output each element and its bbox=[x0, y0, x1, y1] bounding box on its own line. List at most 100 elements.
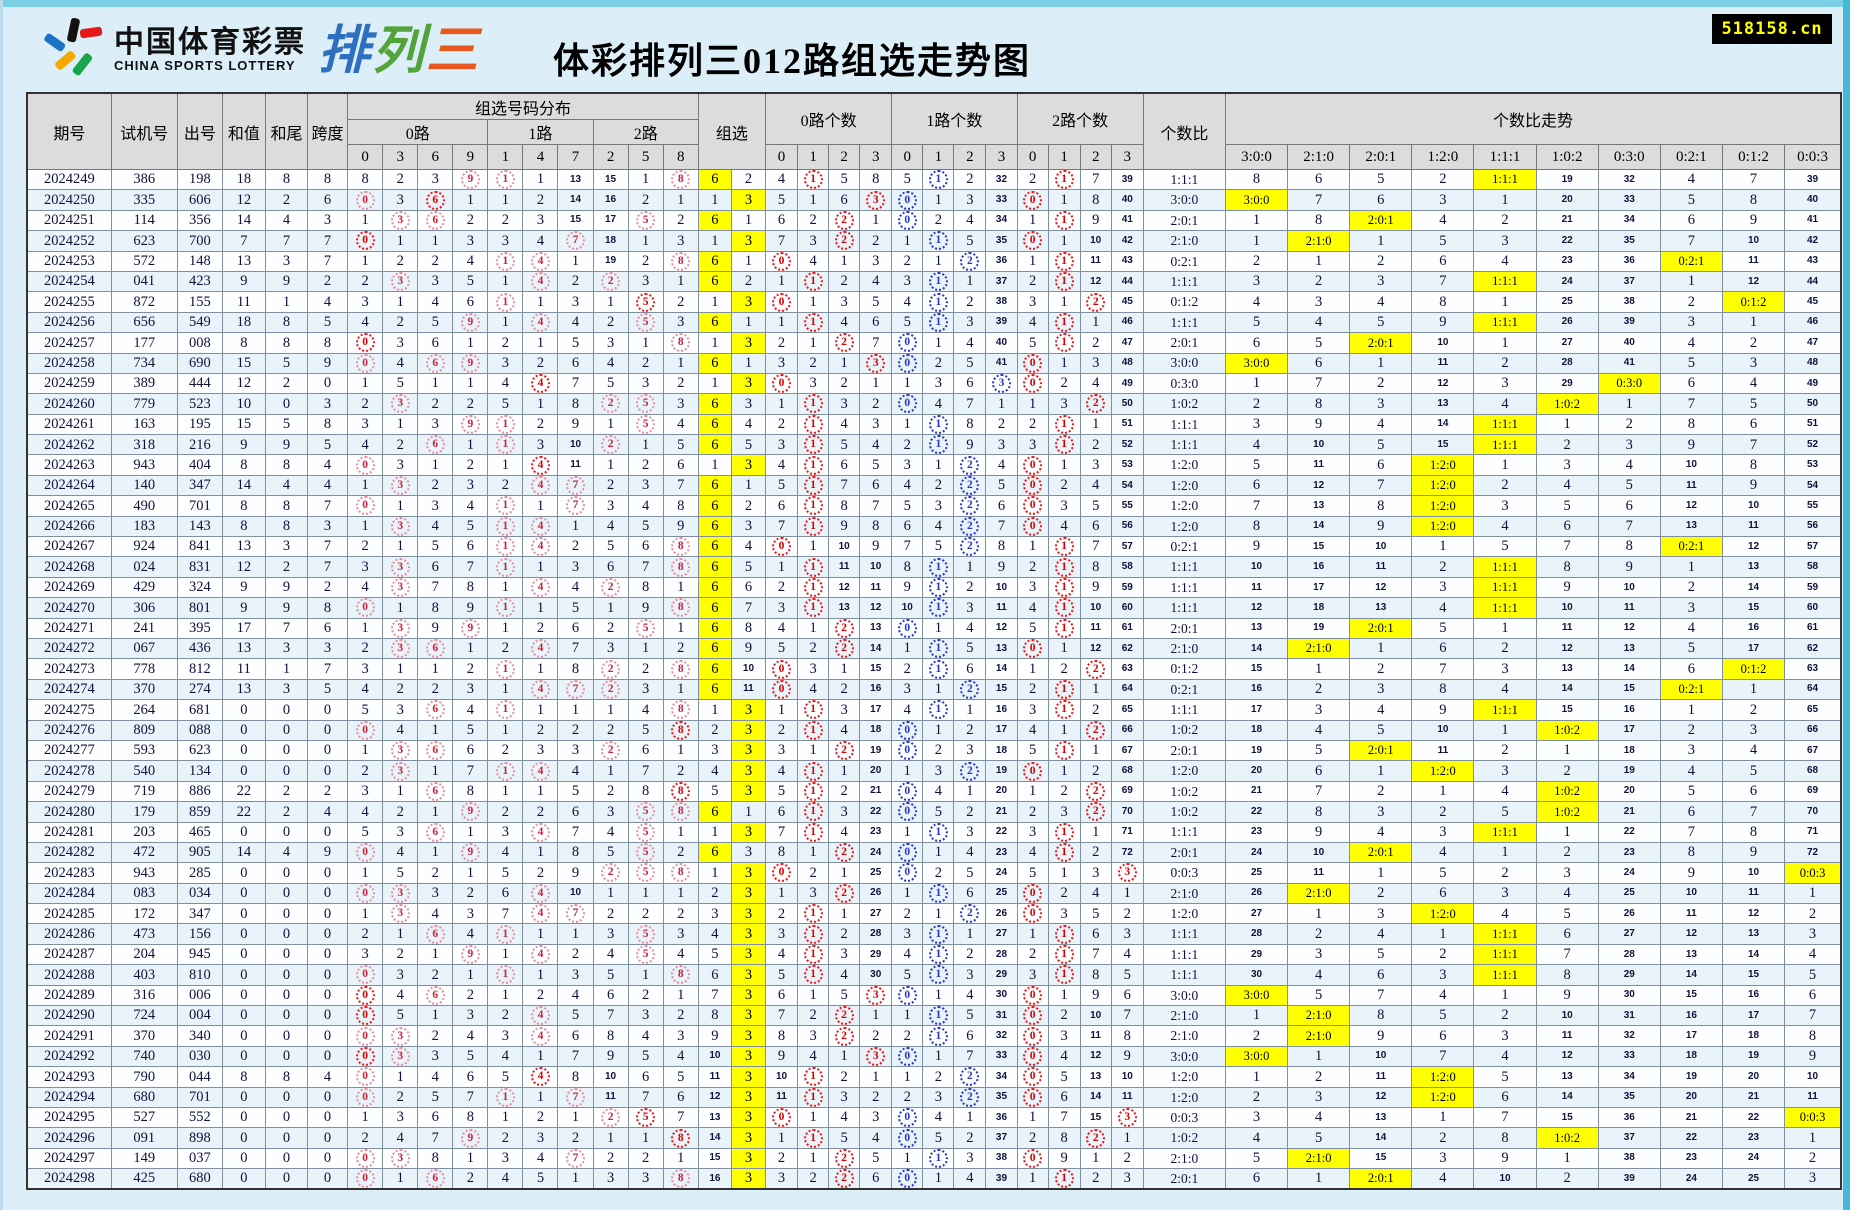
count0-cell: 2 bbox=[797, 209, 830, 232]
count1-cell: 4 bbox=[891, 699, 924, 721]
test-number-cell: 024 bbox=[110, 556, 178, 578]
trend-cell: 1 bbox=[1349, 230, 1413, 252]
sum-tail-cell: 0 bbox=[264, 943, 309, 966]
count1-cell: 0 bbox=[891, 1106, 924, 1129]
sum-cell: 0 bbox=[221, 1086, 266, 1108]
period-cell: 2024249 bbox=[26, 168, 112, 191]
zu3-cell: 3 bbox=[730, 454, 767, 476]
period-cell: 2024268 bbox=[26, 556, 112, 578]
ratio-cell: 2:1:0 bbox=[1142, 1025, 1226, 1047]
dist-cell: 1 bbox=[452, 821, 489, 843]
trend-cell: 1:1:1 bbox=[1473, 821, 1537, 843]
sum-tail-cell: 2 bbox=[264, 372, 309, 395]
dist-cell: 5 bbox=[627, 311, 664, 334]
period-cell: 2024288 bbox=[26, 964, 112, 986]
zu6-cell: 4 bbox=[697, 923, 732, 945]
count-group-header-0: 0路个数 bbox=[764, 92, 893, 145]
trend-cell: 27 bbox=[1224, 903, 1289, 925]
count2-cell: 61 bbox=[1110, 617, 1144, 639]
dist-cell: 1 bbox=[417, 230, 454, 252]
trend-cell: 1 bbox=[1411, 1106, 1475, 1129]
dist-cell: 5 bbox=[557, 597, 594, 619]
period-cell: 2024280 bbox=[26, 801, 112, 823]
count1-cell: 1 bbox=[985, 393, 1018, 415]
trend-cell: 5 bbox=[1473, 536, 1537, 558]
count1-cell: 1 bbox=[922, 332, 955, 354]
count1-cell: 1 bbox=[922, 291, 955, 313]
dist-cell: 9 bbox=[452, 943, 489, 966]
span-cell: 0 bbox=[307, 760, 349, 782]
dist-cell: 3 bbox=[627, 270, 664, 293]
count1-cell: 33 bbox=[985, 189, 1018, 211]
dist-cell: 1 bbox=[487, 515, 524, 538]
trend-cell: 2 bbox=[1473, 352, 1537, 374]
dist-cell: 2 bbox=[382, 168, 419, 191]
count2-cell: 9 bbox=[1079, 984, 1112, 1007]
dist-group-header-2: 2路 bbox=[592, 119, 699, 145]
table-row: 2024285 172 347 0 0 0 1 3 4 3 7 4 7 2 2 2 3 3 2 1 1 27 2 1 2 26 0 3… bbox=[26, 903, 1842, 925]
dist-cell: 6 bbox=[452, 1066, 489, 1088]
count2-cell: 2 bbox=[1079, 699, 1112, 721]
dist-digit-header: 2 bbox=[592, 144, 629, 170]
count1-cell: 0 bbox=[891, 739, 924, 762]
count1-cell: 1 bbox=[922, 1045, 955, 1068]
sum-tail-cell: 0 bbox=[264, 862, 309, 884]
count0-cell: 1 bbox=[797, 943, 830, 966]
count2-cell: 72 bbox=[1110, 841, 1144, 864]
zu3-cell: 3 bbox=[730, 760, 767, 782]
dist-cell: 1 bbox=[522, 597, 559, 619]
dist-cell: 5 bbox=[627, 291, 664, 313]
count2-cell: 1 bbox=[1047, 1168, 1081, 1190]
count0-cell: 5 bbox=[859, 454, 893, 476]
count2-cell: 60 bbox=[1110, 597, 1144, 619]
dist-cell: 5 bbox=[557, 332, 594, 354]
count2-cell: 1 bbox=[1047, 434, 1081, 456]
dist-cell: 2 bbox=[522, 413, 559, 436]
span-cell: 0 bbox=[307, 1086, 349, 1108]
trend-cell: 7 bbox=[1721, 801, 1786, 823]
count2-cell: 8 bbox=[1079, 964, 1112, 986]
trend-cell: 9 bbox=[1349, 1025, 1413, 1047]
span-cell: 0 bbox=[307, 1025, 349, 1047]
dist-cell: 4 bbox=[382, 984, 419, 1007]
zu3-cell: 3 bbox=[730, 984, 767, 1007]
test-number-cell: 490 bbox=[110, 495, 178, 517]
dist-cell: 2 bbox=[522, 189, 559, 211]
dist-cell: 1 bbox=[592, 882, 629, 905]
span-cell: 4 bbox=[307, 474, 349, 497]
trend-cell: 4 bbox=[1349, 821, 1413, 843]
trend-cell: 15 bbox=[1535, 1106, 1599, 1129]
table-row: 2024281 203 465 0 0 0 5 3 6 1 3 4 7 4 5 1 1 3 7 1 4 23 1 1 3 22 3 1… bbox=[26, 821, 1842, 843]
dist-cell: 9 bbox=[592, 1045, 629, 1068]
dist-cell: 3 bbox=[417, 270, 454, 293]
trend-cell: 10 bbox=[1287, 434, 1351, 456]
count1-cell: 26 bbox=[985, 903, 1018, 925]
count2-cell: 3 bbox=[1016, 821, 1049, 843]
dist-cell: 1 bbox=[592, 699, 629, 721]
col-header-5: 跨度 bbox=[307, 92, 349, 170]
dist-digit-header: 5 bbox=[627, 144, 664, 170]
sum-cell: 9 bbox=[221, 434, 266, 456]
count1-cell: 7 bbox=[891, 536, 924, 558]
trend-cell: 7 bbox=[1287, 372, 1351, 395]
dist-cell: 8 bbox=[662, 495, 699, 517]
test-number-cell: 203 bbox=[110, 821, 178, 843]
ratio-header: 个数比 bbox=[1142, 92, 1226, 170]
zuxuan-header: 组选 bbox=[697, 92, 767, 170]
trend-cell: 60 bbox=[1784, 597, 1842, 619]
count1-cell: 4 bbox=[922, 780, 955, 803]
trend-cell: 15 bbox=[1224, 658, 1289, 680]
trend-cell: 1 bbox=[1535, 739, 1599, 762]
trend-cell: 37 bbox=[1597, 1127, 1661, 1149]
count0-cell: 1 bbox=[797, 311, 830, 334]
trend-cell: 1 bbox=[1473, 291, 1537, 313]
sum-cell: 0 bbox=[221, 862, 266, 884]
dist-cell: 1 bbox=[592, 760, 629, 782]
trend-cell: 8 bbox=[1224, 168, 1289, 191]
count0-cell: 3 bbox=[797, 372, 830, 395]
trend-cell: 39 bbox=[1597, 311, 1661, 334]
count1-cell: 37 bbox=[985, 1127, 1018, 1149]
sum-tail-cell: 7 bbox=[264, 230, 309, 252]
dist-cell: 4 bbox=[417, 1066, 454, 1088]
count0-cell: 1 bbox=[797, 1086, 830, 1108]
